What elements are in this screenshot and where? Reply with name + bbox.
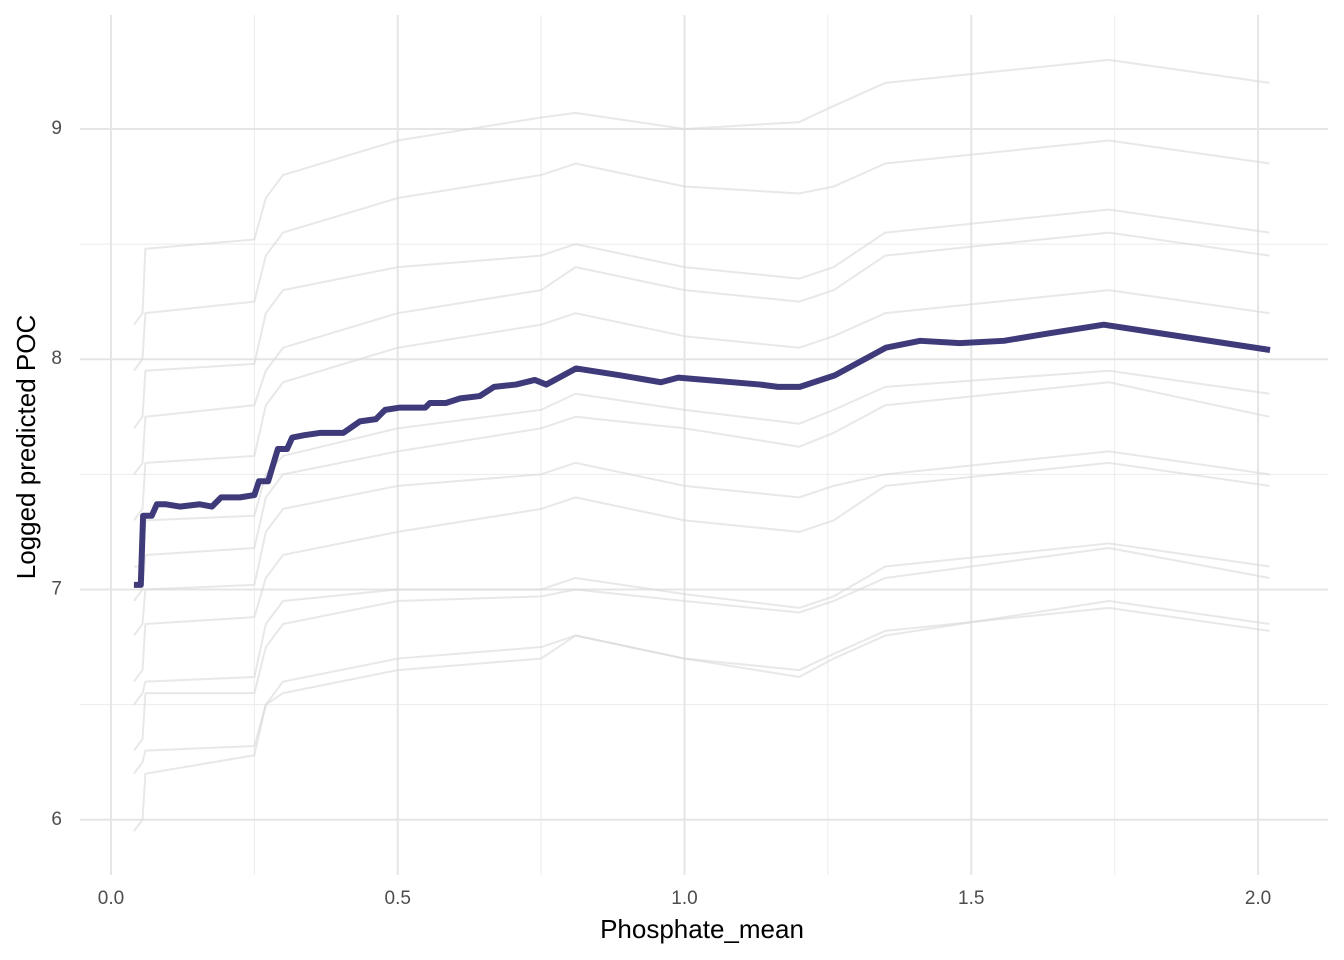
y-axis-title: Logged predicted POC [11, 315, 41, 580]
ice-line [133, 450, 1270, 637]
ice-line [133, 231, 1270, 475]
ice-line [133, 208, 1270, 429]
ice-line [133, 369, 1270, 568]
x-tick-label: 1.5 [958, 888, 984, 909]
average-line [133, 321, 1271, 588]
ice-line [133, 58, 1270, 326]
y-tick-label: 6 [51, 809, 62, 830]
ice-line [133, 461, 1270, 683]
x-tick-label: 0.0 [98, 888, 124, 909]
ice-line [133, 599, 1270, 832]
ice-line [133, 542, 1270, 706]
ice-line [133, 289, 1270, 522]
y-tick-label: 7 [51, 579, 62, 600]
plot-lines [133, 58, 1271, 832]
y-tick-label: 9 [51, 118, 62, 139]
x-tick-label: 2.0 [1245, 888, 1271, 909]
x-tick-label: 1.0 [671, 888, 697, 909]
x-axis-title: Phosphate_mean [600, 914, 804, 944]
ice-line [133, 606, 1270, 775]
x-tick-label: 0.5 [385, 888, 411, 909]
ice-line [133, 139, 1270, 372]
ice-line [133, 547, 1270, 752]
ice-line [133, 381, 1270, 602]
y-tick-label: 8 [51, 348, 62, 369]
grid [80, 15, 1328, 875]
